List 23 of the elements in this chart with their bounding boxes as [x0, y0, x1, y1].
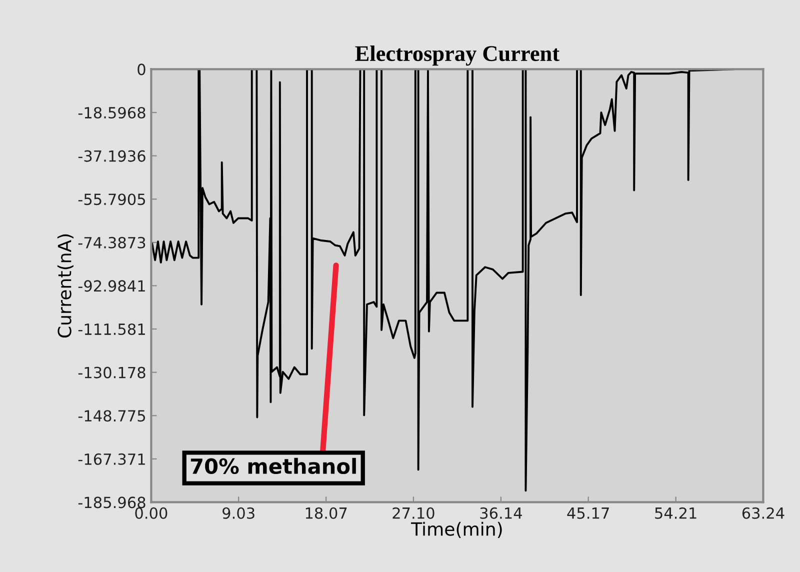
x-tick-label: 27.10 [392, 507, 434, 519]
y-tick-label: -130.178 [78, 366, 146, 378]
y-tick-label: -92.9841 [78, 280, 145, 292]
x-tick-label: 63.24 [742, 507, 784, 519]
y-tick-label: -74.3873 [78, 236, 146, 248]
y-tick-label: -148.775 [78, 410, 146, 422]
y-tick-label: -18.5968 [78, 106, 146, 119]
y-tick-label: 0 [138, 64, 146, 76]
chart-title: Electrospray Current [355, 45, 560, 66]
y-tick-label: -37.1936 [78, 150, 146, 162]
x-axis-title: Time(min) [410, 522, 502, 538]
x-tick-label: 18.07 [306, 507, 347, 519]
y-axis-title: Current(nA) [57, 234, 74, 338]
x-tick-label: 45.17 [567, 508, 609, 519]
annotation: 70% methanol [190, 458, 356, 474]
y-tick-label: -167.371 [78, 453, 145, 465]
y-tick-label: -185.968 [78, 496, 146, 508]
x-tick-label: 36.14 [480, 507, 522, 519]
x-tick-label: 54.21 [655, 507, 696, 519]
y-tick-label: -55.7905 [78, 194, 146, 206]
x-tick-label: 0.00 [135, 507, 168, 519]
y-tick-label: -111.581 [78, 323, 145, 336]
x-tick-label: 9.03 [222, 507, 254, 519]
